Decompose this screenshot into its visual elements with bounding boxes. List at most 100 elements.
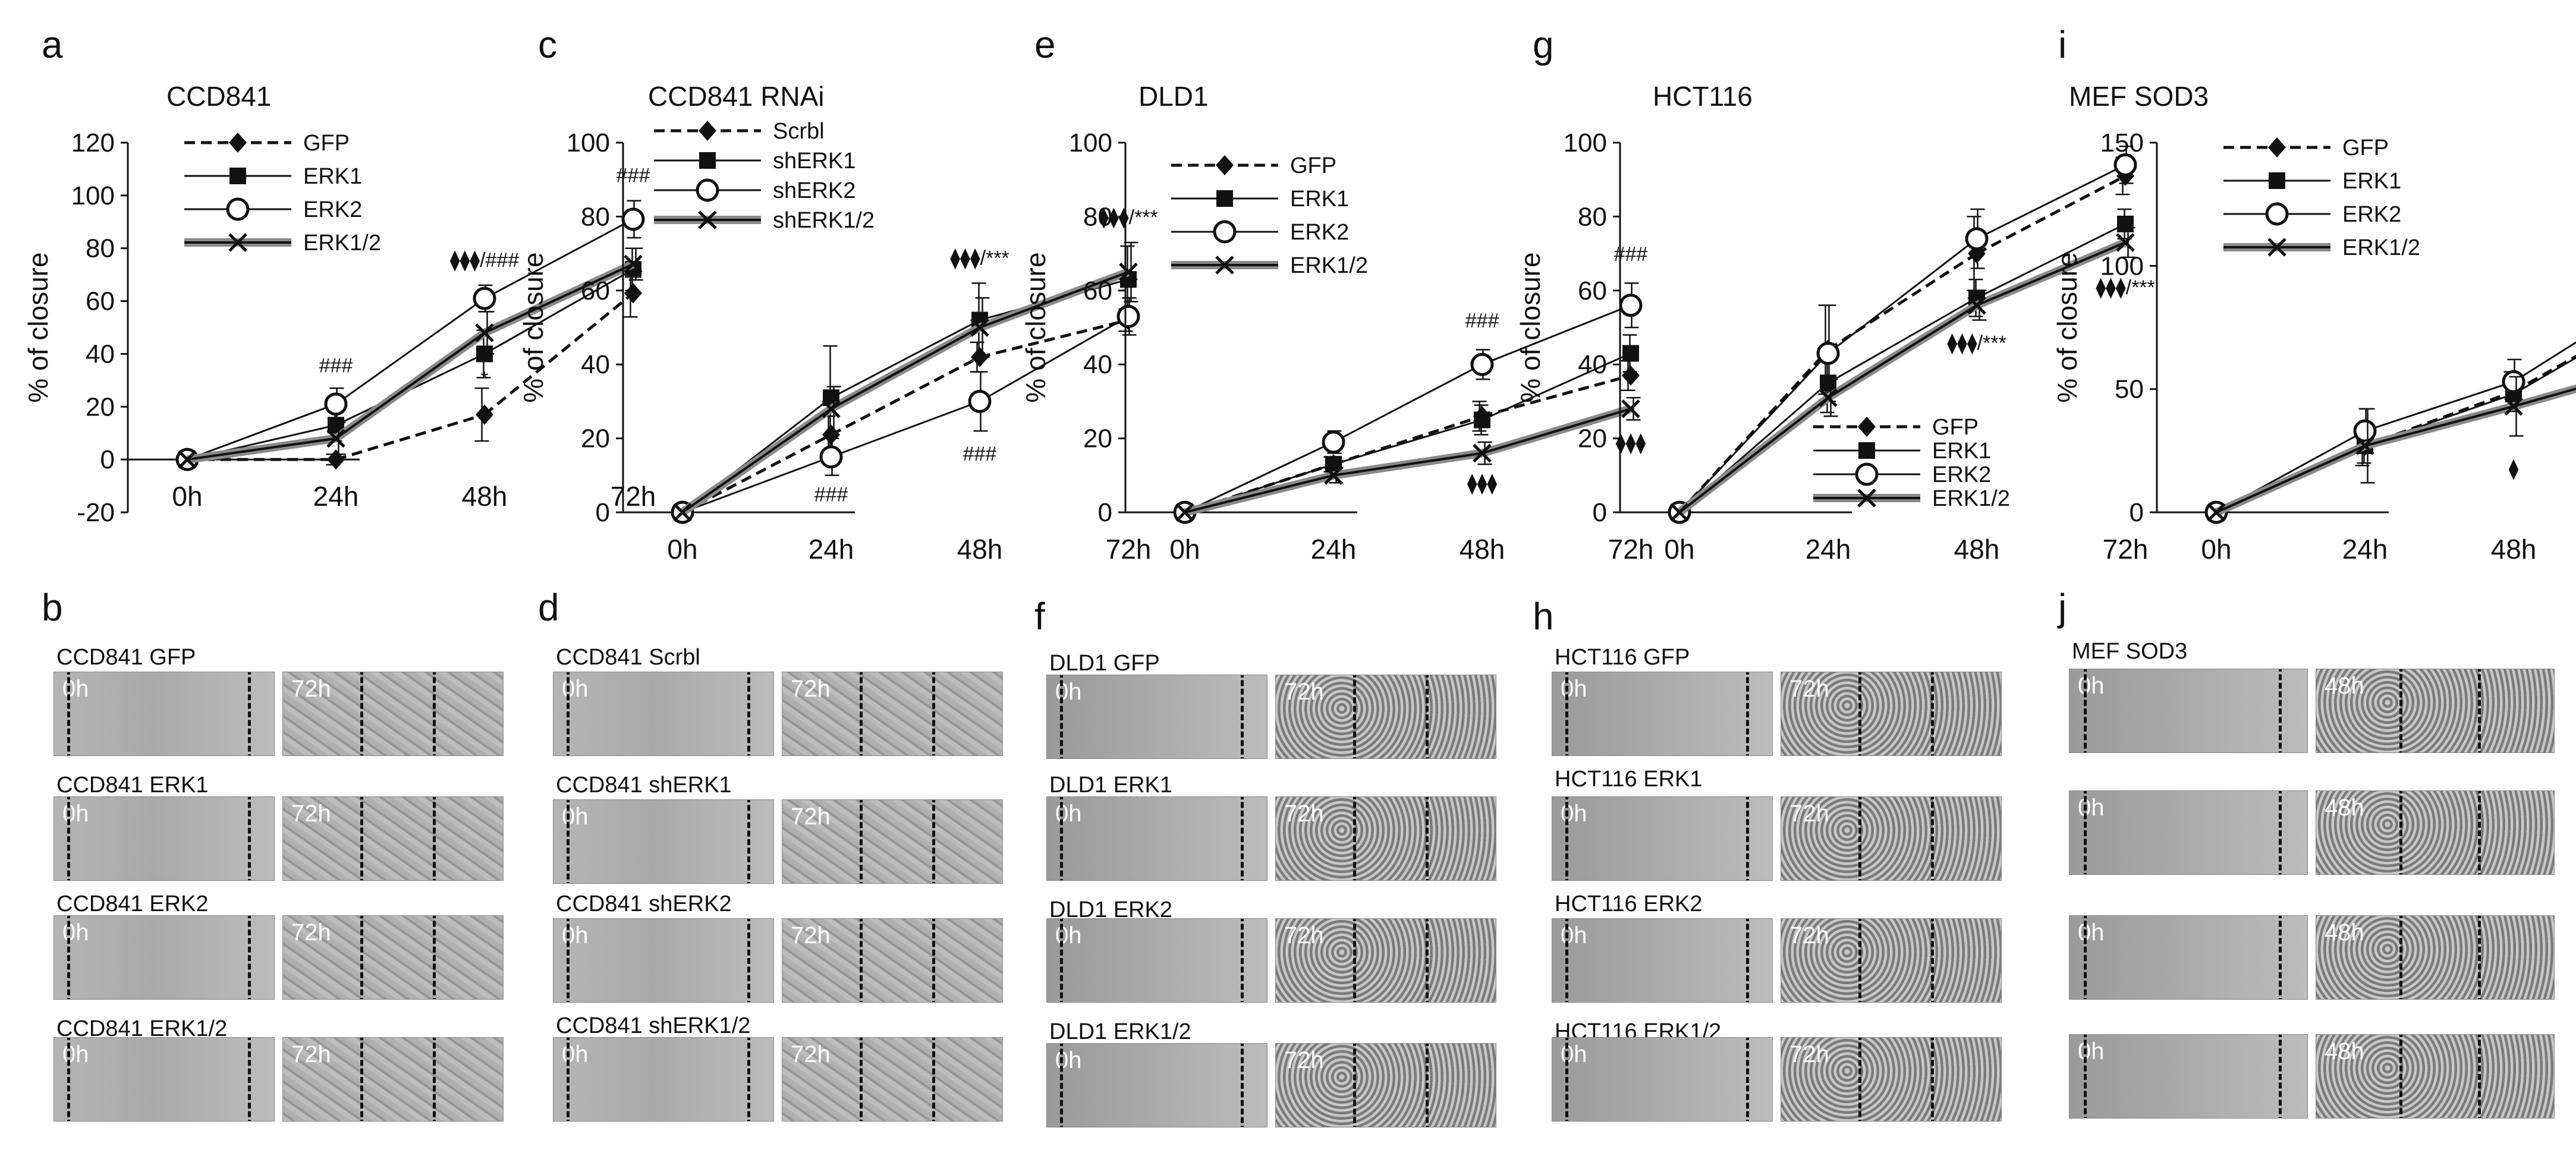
marker-circle xyxy=(2265,202,2289,226)
series-line xyxy=(1678,396,1829,514)
significance-label: ⧫⧫⧫/*** xyxy=(950,247,1009,269)
y-tick-label: 0 xyxy=(100,445,115,474)
series-shERK1/2 xyxy=(673,241,1138,522)
series-line xyxy=(979,319,1129,359)
marker-x xyxy=(2207,503,2226,522)
y-axis-label: % of closure xyxy=(2052,252,2083,402)
wound-edge-line xyxy=(2084,1035,2087,1118)
y-tick-label: 0 xyxy=(1098,498,1112,527)
wound-row-label: CCD841 shERK1/2 xyxy=(556,1013,751,1038)
marker-x xyxy=(1621,399,1640,418)
marker-circle xyxy=(1855,462,1879,486)
wound-edge-line xyxy=(1746,1038,1749,1121)
series-line xyxy=(1828,297,1977,384)
wound-edge-line xyxy=(67,916,70,999)
wound-edge-line xyxy=(1060,675,1063,758)
wound-edge-line xyxy=(567,672,570,755)
y-tick-label: 40 xyxy=(1083,350,1112,379)
wound-edge-line xyxy=(248,797,251,880)
marker-circle xyxy=(1619,294,1643,317)
marker-circle xyxy=(2113,153,2137,177)
marker-x xyxy=(326,429,345,448)
time-label: 0h xyxy=(62,676,89,702)
time-label: 0h xyxy=(1561,1041,1587,1067)
legend-label: ERK1/2 xyxy=(1932,486,2010,511)
wound-image-start: 0h xyxy=(54,1037,275,1122)
y-tick-label: 60 xyxy=(86,287,115,316)
time-label: 0h xyxy=(2078,673,2105,699)
y-tick-label: 60 xyxy=(581,276,610,305)
time-label: 72h xyxy=(791,804,831,830)
wound-image-start: 0h xyxy=(2069,669,2308,753)
time-label: 0h xyxy=(1561,676,1587,702)
series-line xyxy=(1976,163,2126,240)
series-line xyxy=(1482,407,1631,455)
series-line xyxy=(1184,441,1334,514)
legend-label: GFP xyxy=(1290,153,1336,178)
time-label: 0h xyxy=(562,922,589,949)
marker-square xyxy=(699,152,716,169)
y-tick-label: 100 xyxy=(567,128,610,158)
x-tick-label: 0h xyxy=(1169,534,1200,565)
time-label: 0h xyxy=(1055,679,1082,705)
wound-edge-line xyxy=(1353,797,1356,880)
marker-x xyxy=(822,399,841,418)
marker-diamond xyxy=(2268,137,2286,158)
x-tick-label: 0h xyxy=(667,534,697,565)
time-label: 48h xyxy=(2325,1038,2364,1064)
time-label: 72h xyxy=(1789,676,1829,702)
wound-image-start: 0h xyxy=(2069,915,2308,1000)
time-label: 72h xyxy=(291,801,331,827)
wound-edge-line xyxy=(1426,1044,1429,1127)
marker-diamond xyxy=(1858,417,1876,437)
legend: GFP ERK1 ERK2 ERK1/2 xyxy=(184,131,381,256)
marker-circle xyxy=(2353,419,2377,443)
y-tick-label: 100 xyxy=(2100,251,2144,281)
wound-edge-line xyxy=(747,919,750,1002)
x-tick-label: 48h xyxy=(957,534,1003,565)
wound-image-end: 72h xyxy=(782,918,1003,1003)
wound-edge-line xyxy=(67,797,70,880)
wound-image-end: 48h xyxy=(2316,790,2555,875)
panel-letter-c: c xyxy=(538,23,557,66)
legend-label: ERK2 xyxy=(2342,202,2401,227)
chart-title: CCD841 RNAi xyxy=(648,81,825,112)
wound-row-label: MEF SOD3 xyxy=(2072,639,2188,664)
wound-edge-line xyxy=(2084,791,2087,874)
series-line xyxy=(2364,380,2514,432)
marker-circle xyxy=(1816,342,1840,366)
marker-circle xyxy=(1470,352,1494,376)
marker-circle xyxy=(324,392,348,416)
x-tick-label: 24h xyxy=(2342,534,2388,565)
wound-edge-line xyxy=(1858,1038,1861,1121)
y-tick-label: 0 xyxy=(2130,498,2144,527)
wound-image-end: 72h xyxy=(1781,796,2002,881)
legend-label: shERK1/2 xyxy=(773,208,875,233)
series-line xyxy=(1828,238,1977,354)
wound-edge-line xyxy=(433,916,436,999)
wound-image-start: 0h xyxy=(1552,796,1773,881)
x-tick-label: 48h xyxy=(1460,534,1505,565)
marker-diamond xyxy=(1622,365,1640,386)
series-GFP xyxy=(178,269,642,470)
significance-label: ### xyxy=(1465,310,1499,332)
time-label: 72h xyxy=(291,676,331,702)
wound-edge-line xyxy=(67,1038,70,1121)
x-tick-label: 72h xyxy=(2103,534,2149,565)
wound-image-start: 0h xyxy=(1046,1043,1267,1127)
wound-edge-line xyxy=(860,672,863,755)
wound-edge-line xyxy=(433,1038,436,1121)
y-tick-label: 50 xyxy=(2115,375,2144,404)
y-tick-label: 100 xyxy=(71,181,115,210)
x-tick-label: 24h xyxy=(1806,534,1851,565)
series-line xyxy=(1827,252,1978,351)
time-label: 0h xyxy=(62,1041,89,1067)
wound-image-end: 72h xyxy=(1781,672,2002,756)
wound-edge-line xyxy=(2279,1035,2282,1118)
wound-edge-line xyxy=(747,1038,750,1121)
series-line xyxy=(979,270,1129,329)
significance-label: ### xyxy=(617,165,650,187)
time-label: 72h xyxy=(791,922,831,949)
legend-label: ERK1 xyxy=(1290,187,1349,212)
panel-letter-b: b xyxy=(42,586,63,629)
